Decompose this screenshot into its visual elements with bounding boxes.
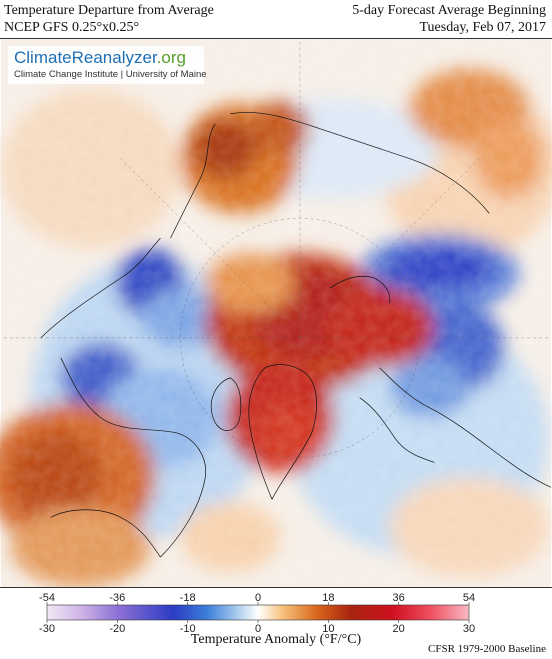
celsius-tick-label: 30 [463, 623, 475, 635]
fahrenheit-tick-label: 0 [255, 592, 261, 604]
forecast-date: Tuesday, Feb 07, 2017 [419, 20, 546, 35]
fahrenheit-ticks: -54 -36 -18 0 18 36 54 [39, 592, 475, 605]
coastlines [40, 112, 552, 558]
temperature-anomaly-map [0, 38, 552, 588]
fahrenheit-tick-label: 18 [322, 592, 334, 604]
celsius-tick-label: 20 [393, 623, 405, 635]
logo-wordmark: ClimateReanalyzer.org [14, 48, 186, 67]
colorbar-title: Temperature Anomaly (°F/°C) [190, 632, 362, 647]
fahrenheit-tick-label: -54 [39, 592, 55, 604]
celsius-tick-label: -10 [180, 623, 196, 635]
fahrenheit-tick-label: 54 [463, 592, 475, 604]
colorbar-gradient [46, 604, 470, 621]
baseline-note: CFSR 1979-2000 Baseline [428, 643, 546, 655]
color-scale: -54 -36 -18 0 18 36 54 -30 -20 -10 0 10 20 30 [39, 592, 475, 635]
celsius-tick-label: 10 [322, 623, 334, 635]
fahrenheit-tick-label: -36 [109, 592, 125, 604]
fahrenheit-tick-label: -18 [180, 592, 196, 604]
fahrenheit-tick-label: 36 [393, 592, 405, 604]
celsius-tick-label: -30 [39, 623, 55, 635]
celsius-tick-label: -20 [109, 623, 125, 635]
graticule [1, 39, 551, 458]
forecast-period: 5-day Forecast Average Beginning [352, 3, 546, 18]
model-name: NCEP GFS 0.25°x0.25° [4, 20, 140, 35]
logo-subtitle: Climate Change Institute | University of… [14, 69, 207, 80]
climate-reanalyzer-logo: ClimateReanalyzer.org Climate Change Ins… [8, 46, 207, 84]
map-title: Temperature Departure from Average [4, 3, 214, 18]
celsius-ticks: -30 -20 -10 0 10 20 30 [39, 620, 475, 635]
celsius-tick-label: 0 [255, 623, 261, 635]
